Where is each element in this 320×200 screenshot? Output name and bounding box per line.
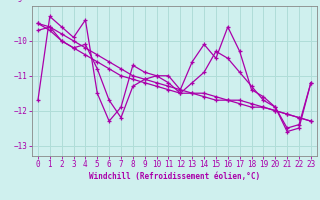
- Text: -9: -9: [13, 0, 23, 4]
- X-axis label: Windchill (Refroidissement éolien,°C): Windchill (Refroidissement éolien,°C): [89, 172, 260, 181]
